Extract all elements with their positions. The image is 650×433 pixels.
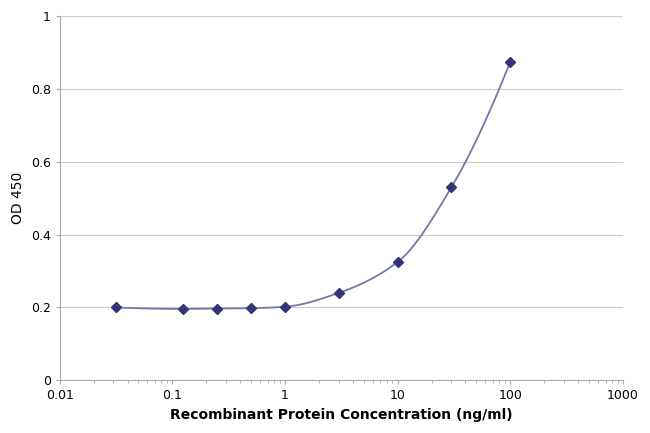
Y-axis label: OD 450: OD 450 bbox=[11, 172, 25, 224]
X-axis label: Recombinant Protein Concentration (ng/ml): Recombinant Protein Concentration (ng/ml… bbox=[170, 408, 513, 422]
